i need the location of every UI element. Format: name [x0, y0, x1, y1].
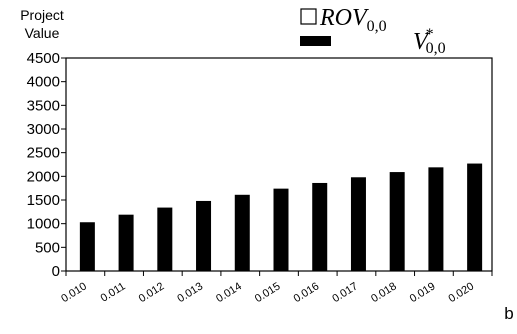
y-tick-label: 2000 — [27, 168, 60, 185]
y-tick-label: 3500 — [27, 97, 60, 114]
bar-v-star-0.011 — [118, 214, 134, 271]
bars — [79, 163, 483, 271]
y-tick-label: 0 — [52, 263, 60, 280]
bar-v-star-0.020 — [467, 163, 483, 271]
y-axis-label-line-2: Value — [25, 25, 60, 41]
bar-v-star-0.016 — [312, 182, 328, 271]
legend-label-rov: ROV0,0 — [319, 5, 387, 35]
y-tick-label: 3000 — [27, 121, 60, 138]
y-axis-label-line-1: Project — [20, 7, 64, 23]
bar-v-star-0.012 — [157, 207, 173, 271]
y-tick-label: 1500 — [27, 192, 60, 209]
bar-v-star-0.014 — [234, 194, 250, 271]
y-tick-label: 1000 — [27, 216, 60, 233]
legend-entry-v-star: V* 0,0 — [300, 26, 446, 57]
y-tick-label: 4000 — [27, 74, 60, 91]
bar-v-star-0.019 — [428, 167, 444, 271]
bar-v-star-0.018 — [389, 172, 405, 271]
x-axis-label: b — [504, 304, 513, 323]
legend-swatch-rov — [300, 8, 317, 25]
bar-v-star-0.017 — [350, 177, 366, 271]
bar-v-star-0.010 — [79, 222, 95, 271]
legend-label-v-star: V* 0,0 — [413, 26, 446, 57]
y-tick-label: 500 — [35, 239, 60, 256]
legend: ROV0,0 V* 0,0 — [300, 5, 446, 57]
y-tick-label: 2500 — [27, 145, 60, 162]
bar-v-star-0.015 — [273, 188, 289, 271]
y-axis-ticks: 0 500 1000 1500 2000 2500 3000 3500 4000 4500 — [27, 50, 66, 280]
legend-swatch-v-star — [300, 36, 331, 46]
y-tick-label: 4500 — [27, 50, 60, 67]
bar-v-star-0.013 — [196, 200, 212, 271]
legend-entry-rov: ROV0,0 — [300, 5, 387, 35]
